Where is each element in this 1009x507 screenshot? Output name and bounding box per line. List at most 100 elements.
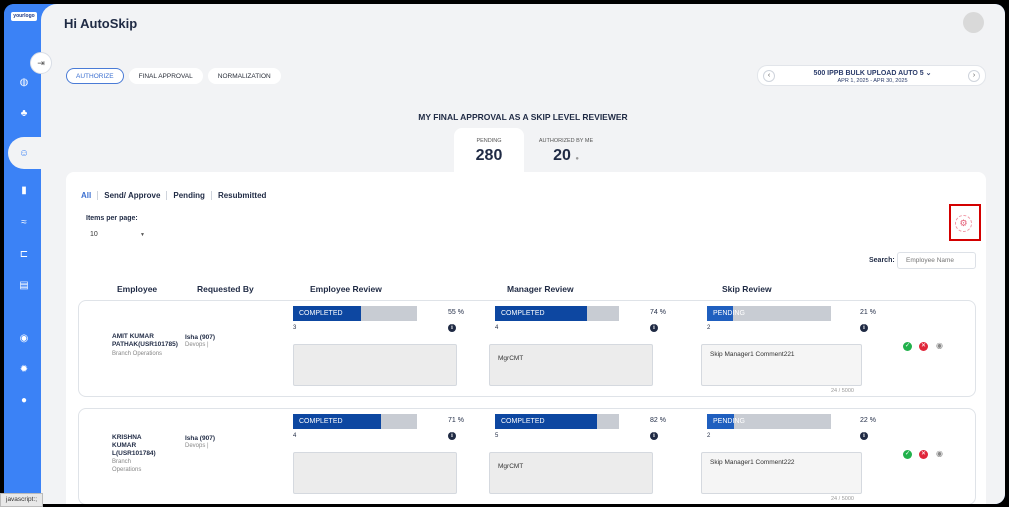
view-eye-icon[interactable]: ◉ bbox=[936, 341, 943, 350]
employee-review-count: 4 bbox=[293, 433, 297, 439]
employee-name: AMIT KUMAR PATHAK(USR101785) bbox=[112, 333, 178, 348]
manager-comment-box[interactable]: MgrCMT bbox=[489, 344, 653, 386]
employee-review-percent: 55 % bbox=[448, 309, 464, 316]
col-manager-review: Manager Review bbox=[507, 284, 574, 294]
manager-comment-box[interactable]: MgrCMT bbox=[489, 452, 653, 494]
reject-icon[interactable]: ✕ bbox=[919, 450, 928, 459]
employee-dept: Branch Operations bbox=[112, 459, 142, 473]
chevron-right-icon[interactable]: › bbox=[968, 70, 980, 82]
info-icon[interactable]: i bbox=[860, 432, 868, 440]
employee-comment-box[interactable] bbox=[293, 344, 457, 386]
requested-by-name: Isha (907) bbox=[185, 334, 215, 341]
col-employee-review: Employee Review bbox=[310, 284, 382, 294]
manager-review-count: 5 bbox=[495, 433, 499, 439]
stat-pending-label: PENDING bbox=[476, 138, 502, 144]
skip-review-percent: 22 % bbox=[860, 417, 876, 424]
stat-pending[interactable]: PENDING 280 bbox=[454, 128, 524, 174]
skip-review-progress: PENDING bbox=[707, 414, 831, 429]
skip-comment-box[interactable]: Skip Manager1 Comment221 bbox=[701, 344, 862, 386]
char-count: 24 / 5000 bbox=[831, 496, 854, 502]
filter-send-approve[interactable]: Send/ Approve bbox=[98, 191, 168, 200]
employee-review-count: 3 bbox=[293, 325, 297, 331]
report-icon[interactable]: ▤ bbox=[19, 279, 29, 291]
handshake-icon[interactable]: ≈ bbox=[21, 216, 27, 228]
table-row: AMIT KUMAR PATHAK(USR101785) Branch Oper… bbox=[78, 300, 976, 397]
tab-authorize[interactable]: AUTHORIZE bbox=[66, 68, 124, 84]
skip-review-count: 2 bbox=[707, 433, 711, 439]
main-content: Hi AutoSkip AUTHORIZE FINAL APPROVAL NOR… bbox=[41, 4, 1005, 504]
eye-icon[interactable]: ◉ bbox=[19, 332, 29, 344]
hierarchy-icon[interactable]: ⊏ bbox=[19, 248, 29, 260]
filter-tabs: All Send/ Approve Pending Resubmitted bbox=[81, 191, 272, 200]
manager-review-percent: 82 % bbox=[650, 417, 666, 424]
tab-final-approval[interactable]: FINAL APPROVAL bbox=[128, 68, 203, 84]
stat-authorized-label: AUTHORIZED BY ME bbox=[538, 138, 594, 144]
reject-icon[interactable]: ✕ bbox=[919, 342, 928, 351]
search-label: Search: bbox=[869, 257, 895, 264]
employee-review-percent: 71 % bbox=[448, 417, 464, 424]
info-icon[interactable]: i bbox=[448, 432, 456, 440]
page-greeting: Hi AutoSkip bbox=[64, 16, 138, 31]
top-tabs: AUTHORIZE FINAL APPROVAL NORMALIZATION bbox=[66, 68, 281, 84]
filter-all[interactable]: All bbox=[81, 191, 99, 200]
stat-authorized-value: 20 ● bbox=[553, 147, 579, 164]
items-per-page-label: Items per page: bbox=[86, 215, 138, 222]
status-tooltip: javascript:; bbox=[0, 493, 44, 507]
manager-review-progress: COMPLETED bbox=[495, 306, 619, 321]
book-icon[interactable]: ▮ bbox=[21, 184, 27, 196]
info-icon[interactable]: i bbox=[448, 324, 456, 332]
people-review-icon[interactable]: ☺ bbox=[18, 147, 30, 159]
caret-down-icon: ▼ bbox=[140, 232, 145, 238]
approve-icon[interactable]: ✓ bbox=[903, 342, 912, 351]
sidebar-item-active[interactable]: ☺ bbox=[8, 137, 46, 169]
skip-review-percent: 21 % bbox=[860, 309, 876, 316]
app-window: yourlogo ◍ ♣ ☺ ▮ ≈ ⊏ ▤ ◉ ✹ ● ⇥ Hi AutoSk… bbox=[4, 4, 1005, 504]
char-count: 24 / 5000 bbox=[831, 388, 854, 394]
view-eye-icon[interactable]: ◉ bbox=[936, 449, 943, 458]
cycle-name: 500 IPPB BULK UPLOAD AUTO 5 ⌄ bbox=[813, 70, 932, 77]
col-skip-review: Skip Review bbox=[722, 284, 772, 294]
manager-review-count: 4 bbox=[495, 325, 499, 331]
col-requested-by: Requested By bbox=[197, 284, 254, 294]
skip-review-count: 2 bbox=[707, 325, 711, 331]
collapse-arrow-icon: ⇥ bbox=[37, 57, 45, 68]
review-panel: All Send/ Approve Pending Resubmitted It… bbox=[66, 172, 986, 504]
approve-icon[interactable]: ✓ bbox=[903, 450, 912, 459]
sidebar: yourlogo ◍ ♣ ☺ ▮ ≈ ⊏ ▤ ◉ ✹ ● bbox=[4, 4, 46, 504]
tab-normalization[interactable]: NORMALIZATION bbox=[207, 68, 281, 84]
items-per-page-select[interactable]: 10 ▼ bbox=[90, 231, 145, 238]
employee-comment-box[interactable] bbox=[293, 452, 457, 494]
sidebar-collapse-button[interactable]: ⇥ bbox=[30, 52, 52, 74]
company-logo: yourlogo bbox=[11, 12, 37, 21]
chevron-down-icon: ⌄ bbox=[925, 70, 932, 77]
cycle-dates: APR 1, 2025 - APR 30, 2025 bbox=[837, 78, 908, 84]
table-row: KRISHNA KUMAR L(USR101784) Branch Operat… bbox=[78, 408, 976, 504]
user-icon[interactable]: ● bbox=[20, 394, 28, 406]
manager-review-progress: COMPLETED bbox=[495, 414, 619, 429]
info-dot-icon: ● bbox=[575, 156, 579, 162]
globe-icon[interactable]: ◍ bbox=[19, 76, 29, 88]
requested-by-dept: Devops | bbox=[185, 342, 209, 348]
search-input[interactable] bbox=[897, 252, 976, 269]
cycle-selector[interactable]: ‹ 500 IPPB BULK UPLOAD AUTO 5 ⌄ APR 1, 2… bbox=[757, 65, 986, 86]
requested-by-name: Isha (907) bbox=[185, 435, 215, 442]
employee-review-progress: COMPLETED bbox=[293, 414, 417, 429]
filter-resubmitted[interactable]: Resubmitted bbox=[217, 191, 267, 200]
info-icon[interactable]: i bbox=[860, 324, 868, 332]
info-icon[interactable]: i bbox=[650, 324, 658, 332]
skip-comment-box[interactable]: Skip Manager1 Comment222 bbox=[701, 452, 862, 494]
team-icon[interactable]: ♣ bbox=[20, 107, 28, 119]
info-icon[interactable]: i bbox=[650, 432, 658, 440]
stat-authorized[interactable]: AUTHORIZED BY ME 20 ● bbox=[526, 128, 606, 174]
col-employee: Employee bbox=[117, 284, 158, 294]
stat-pending-value: 280 bbox=[475, 147, 503, 164]
filter-pending[interactable]: Pending bbox=[167, 191, 212, 200]
gear-icon[interactable]: ✹ bbox=[19, 363, 29, 375]
employee-dept: Branch Operations bbox=[112, 351, 163, 357]
avatar[interactable] bbox=[963, 12, 984, 33]
highlight-box bbox=[949, 204, 981, 241]
manager-review-percent: 74 % bbox=[650, 309, 666, 316]
chevron-left-icon[interactable]: ‹ bbox=[763, 70, 775, 82]
requested-by-dept: Devops | bbox=[185, 443, 209, 449]
settings-icon[interactable]: ⚙ bbox=[955, 215, 972, 232]
